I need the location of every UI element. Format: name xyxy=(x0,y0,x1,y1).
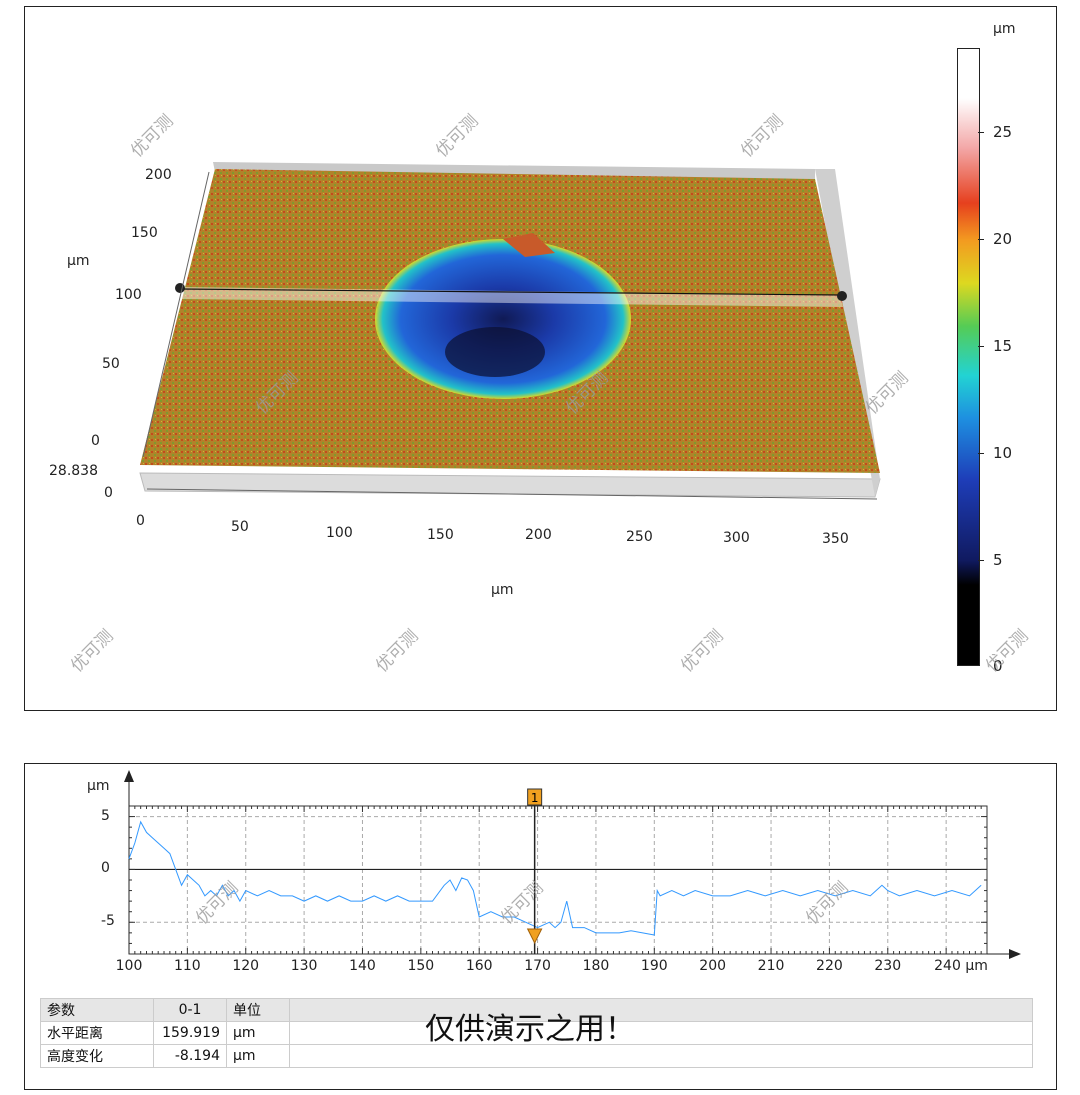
colorbar-tick: 10 xyxy=(993,444,1013,462)
y-tick: 150 xyxy=(131,225,158,241)
y-axis-unit: µm xyxy=(87,778,110,794)
plot-frame xyxy=(128,805,988,955)
x-tick-label: 140 xyxy=(349,958,376,974)
table-header: 0-1 xyxy=(153,998,227,1022)
x-tick-label: 210 xyxy=(757,958,785,974)
surface-base xyxy=(139,472,881,498)
x-axis-unit: µm xyxy=(491,582,514,598)
x-tick: 50 xyxy=(231,519,249,535)
param-unit: µm xyxy=(226,1021,290,1045)
color-scale-bar xyxy=(957,48,980,666)
z-ref-value: 28.838 xyxy=(49,463,98,479)
x-tick-label: 120 xyxy=(232,958,260,974)
cursor-marker xyxy=(527,788,543,806)
param-value: 159.919 xyxy=(153,1021,227,1045)
x-tick-label: 150 xyxy=(407,958,435,974)
colorbar-tick: 20 xyxy=(993,230,1013,248)
x-tick-label: 220 xyxy=(816,958,843,974)
colorbar-tick: 25 xyxy=(993,123,1013,141)
cursor-arrow xyxy=(526,928,543,945)
y-tick: 50 xyxy=(102,356,120,372)
pit-region xyxy=(375,239,631,399)
param-name: 高度变化 xyxy=(40,1044,154,1068)
y-tick: 0 xyxy=(91,433,100,449)
x-tick: 300 xyxy=(723,530,750,546)
surface-3d-canvas xyxy=(139,162,881,500)
param-value: -8.194 xyxy=(153,1044,227,1068)
x-tick: 0 xyxy=(136,513,145,529)
y-tick-label: 5 xyxy=(101,807,110,824)
x-tick-label: 170 xyxy=(524,958,551,974)
profile-handle-left xyxy=(175,283,185,293)
profile-line xyxy=(179,288,841,296)
x-tick-label: 180 xyxy=(582,958,610,974)
y-tick-label: 0 xyxy=(101,860,110,877)
param-unit: µm xyxy=(226,1044,290,1068)
param-name: 水平距离 xyxy=(40,1021,154,1045)
y-tick-label: -5 xyxy=(101,913,115,930)
table-header: 参数 xyxy=(40,998,154,1022)
x-tick: 200 xyxy=(525,527,552,543)
cursor-label: 1 xyxy=(531,791,539,805)
profile-series-line xyxy=(128,820,982,936)
x-tick-label: 240 µm xyxy=(934,958,988,974)
x-tick: 150 xyxy=(427,527,454,543)
profile-chart[interactable]: 1 xyxy=(25,764,1056,994)
x-tick: 350 xyxy=(822,531,849,547)
colorbar-unit: µm xyxy=(993,21,1016,37)
parameter-table: 参数 0-1 单位 水平距离 159.919 µm 高度变化 -8.194 µm xyxy=(40,998,1033,1068)
profile-handle-right xyxy=(837,291,847,301)
table-row: 高度变化 -8.194 µm xyxy=(40,1044,1033,1068)
y-axis-arrow xyxy=(124,770,134,782)
x-tick: 250 xyxy=(626,529,653,545)
x-tick-label: 190 xyxy=(640,958,668,974)
x-tick-label: 200 xyxy=(699,958,727,974)
y-tick: 100 xyxy=(115,287,142,303)
surface-side-back xyxy=(213,162,815,179)
colorbar-tick: 5 xyxy=(993,551,1003,569)
table-header: 单位 xyxy=(226,998,290,1022)
y-axis-unit: µm xyxy=(67,253,90,269)
profile-panel[interactable]: 1 100 110 120 130 140 150 160 170 180 190 200 210 22… xyxy=(24,763,1057,1090)
colorbar-tick: 0 xyxy=(993,657,1003,675)
demo-notice: 仅供演示之用！ xyxy=(425,1012,635,1047)
x-tick-label: 110 xyxy=(173,958,201,974)
x-tick-label: 160 xyxy=(465,958,493,974)
y-tick: 200 xyxy=(145,167,172,183)
colorbar-tick: 15 xyxy=(993,337,1013,355)
surface-3d-view[interactable]: 200 150 100 50 0 µm 28.838 0 0 50 100 15… xyxy=(24,6,1057,711)
x-tick-label: 130 xyxy=(290,958,318,974)
profile-band xyxy=(180,287,843,307)
z-zero: 0 xyxy=(104,485,113,501)
x-tick-label: 230 xyxy=(874,958,902,974)
x-axis-arrow xyxy=(1009,949,1021,959)
x-tick-label: 100 xyxy=(115,958,143,974)
x-tick: 100 xyxy=(326,525,353,541)
table-header-row: 参数 0-1 单位 xyxy=(40,998,1033,1022)
